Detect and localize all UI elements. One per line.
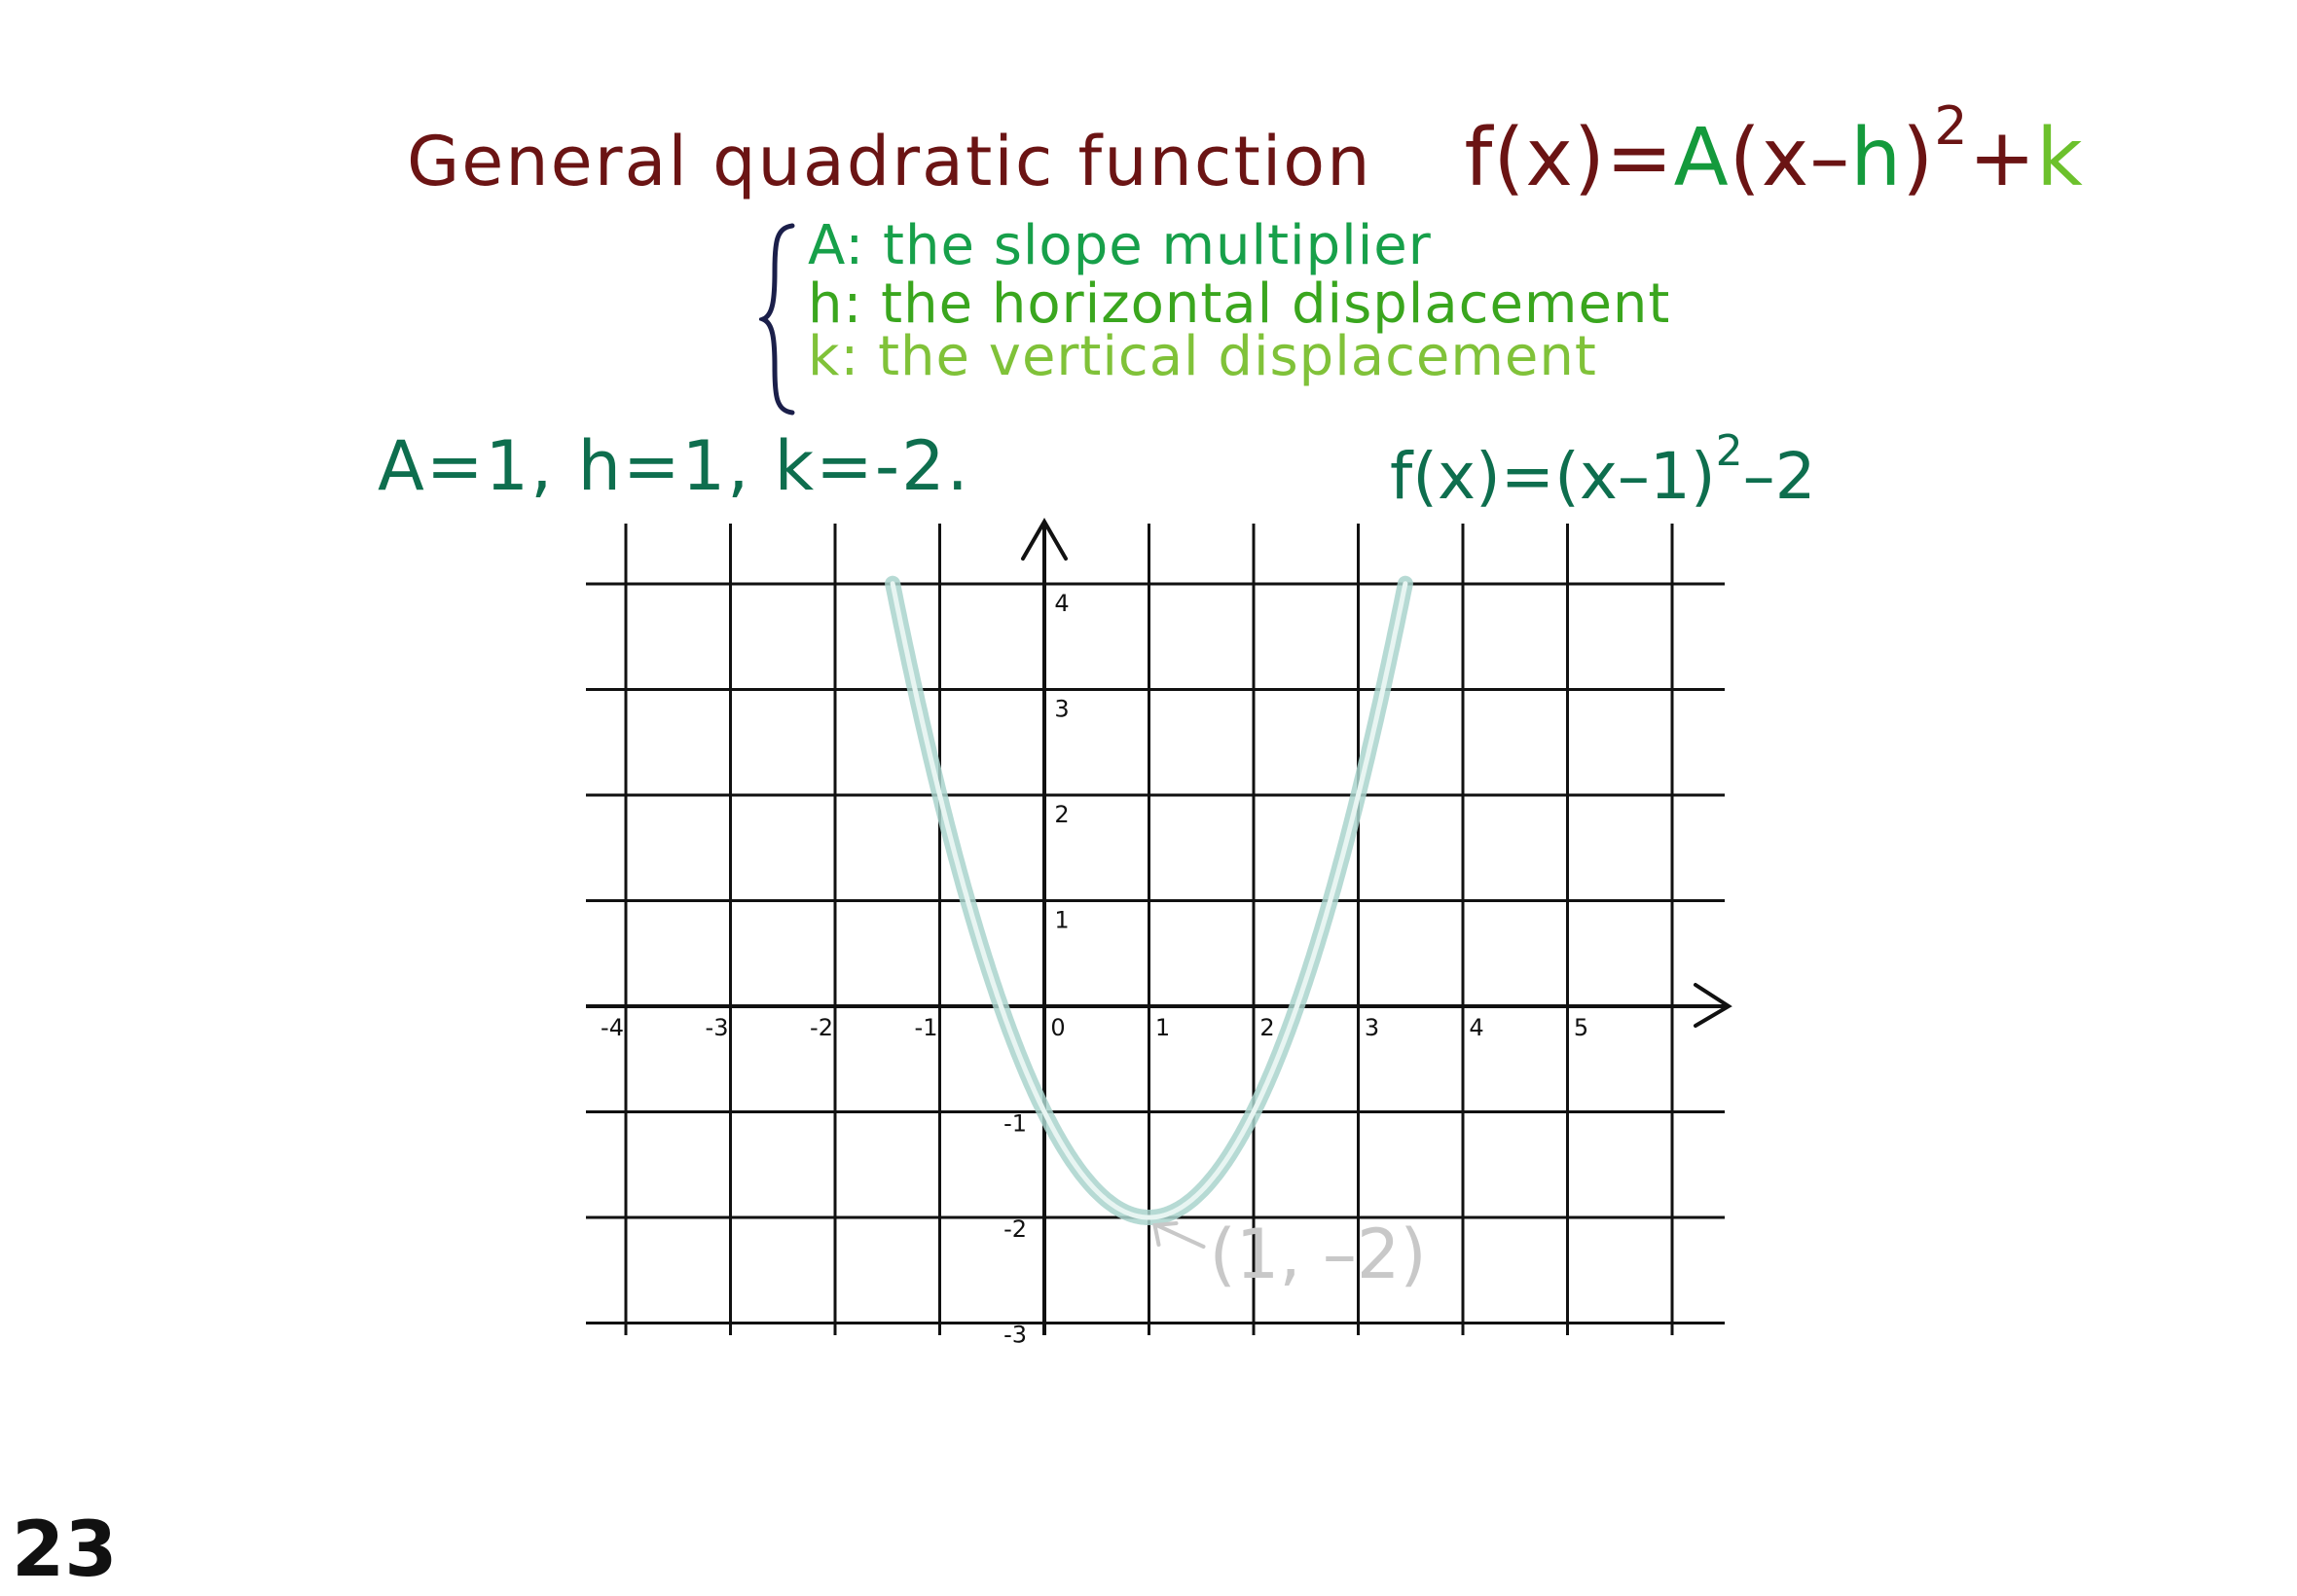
curve-layer: [885, 575, 1413, 1225]
formula-f: f(x)=: [1464, 112, 1674, 204]
x-tick-label: -4: [601, 1014, 624, 1041]
y-tick-label: 4: [1054, 590, 1069, 617]
title-line: General quadratic function f(x)=A(x–h)2+…: [407, 95, 2084, 212]
equation-tail: –2: [1742, 439, 1816, 514]
vertex-label: (1, –2): [1210, 1215, 1427, 1294]
x-tick-label: -3: [706, 1014, 729, 1041]
axes: [586, 518, 1732, 1335]
tick-labels: -4 -3 -2 -1 0 1 2 3 4 5 4 3 2 1 -1 -2 -3: [601, 590, 1588, 1349]
page-number: 23: [12, 1506, 118, 1594]
vertex-arrowhead-icon: [1152, 1221, 1179, 1247]
definitions-block: A: the slope multiplier h: the horizonta…: [759, 214, 1669, 417]
formula-k: k: [2036, 112, 2084, 204]
definition-k: k: the vertical displacement: [808, 325, 1597, 388]
x-tick-label: -2: [810, 1014, 833, 1041]
formula-open: (x–: [1729, 112, 1851, 204]
y-tick-label: -3: [1003, 1322, 1027, 1349]
formula-plus: +: [1968, 112, 2037, 204]
equation-exponent: 2: [1715, 426, 1743, 476]
parabola-highlight: [890, 581, 1408, 1220]
x-tick-label: -1: [915, 1014, 938, 1041]
x-axis-arrow-icon: [1694, 983, 1732, 1028]
formula-exponent: 2: [1934, 95, 1969, 157]
x-tick-label: 1: [1155, 1014, 1170, 1041]
parameter-values: A=1, h=1, k=-2.: [378, 426, 970, 506]
x-tick-label: 5: [1574, 1014, 1588, 1041]
x-tick-label: 3: [1365, 1014, 1379, 1041]
curly-brace-icon: [759, 223, 795, 416]
x-tick-label: 2: [1259, 1014, 1274, 1041]
annotation-layer: (1, –2): [1152, 1215, 1427, 1294]
formula-h: h: [1850, 112, 1903, 204]
specific-equation: f(x)=(x–1)2–2: [1390, 426, 1816, 514]
y-tick-label: 2: [1054, 801, 1069, 828]
vertex-arrow: [1154, 1223, 1206, 1249]
y-tick-label: -1: [1003, 1110, 1027, 1138]
y-tick-label: 3: [1054, 696, 1069, 723]
definition-h: h: the horizontal displacement: [808, 272, 1671, 336]
definition-A: A: the slope multiplier: [808, 214, 1432, 277]
formula-close: ): [1902, 112, 1935, 204]
formula-A: A: [1673, 112, 1730, 204]
y-axis-arrow-icon: [1021, 518, 1068, 561]
equation-base: f(x)=(x–1): [1390, 439, 1716, 514]
general-formula: f(x)=A(x–h)2+k: [1465, 95, 2084, 204]
x-tick-label: 4: [1469, 1014, 1483, 1041]
y-tick-label: 1: [1054, 907, 1069, 934]
x-tick-label: 0: [1050, 1014, 1065, 1041]
y-tick-label: -2: [1003, 1215, 1027, 1243]
slide-title: General quadratic function: [407, 122, 1372, 201]
